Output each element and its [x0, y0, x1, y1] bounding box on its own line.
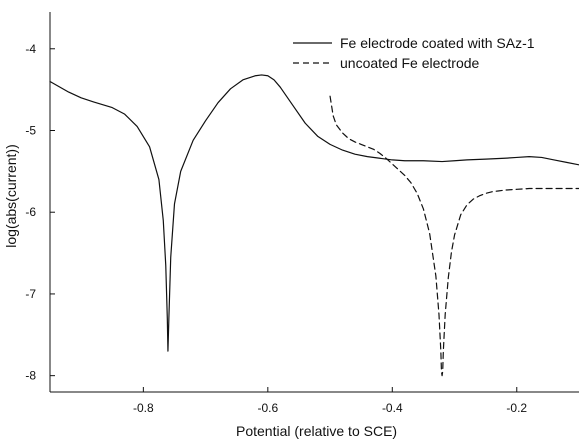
x-axis-label: Potential (relative to SCE) [236, 423, 397, 439]
x-tick-label: -0.4 [382, 401, 403, 415]
y-tick-label: -5 [25, 123, 36, 137]
y-tick-label: -7 [25, 287, 36, 301]
x-tick-label: -0.6 [257, 401, 278, 415]
legend-label-coated: Fe electrode coated with SAz-1 [340, 35, 535, 51]
axis-layer: -0.8 -0.6 -0.4 -0.2 -8 -7 -6 -5 -4 [25, 12, 579, 415]
series-line-coated [49, 74, 579, 352]
x-tick-label: -0.2 [506, 401, 527, 415]
x-tick-label: -0.8 [133, 401, 154, 415]
y-tick-label: -8 [25, 369, 36, 383]
y-tick-label: -4 [25, 42, 36, 56]
legend-label-uncoated: uncoated Fe electrode [340, 55, 480, 71]
plot-layer [49, 74, 579, 377]
legend: Fe electrode coated with SAz-1 uncoated … [293, 35, 535, 71]
series-line-uncoated [329, 95, 579, 377]
y-axis-label: log(abs(current)) [3, 144, 19, 247]
y-tick-label: -6 [25, 205, 36, 219]
